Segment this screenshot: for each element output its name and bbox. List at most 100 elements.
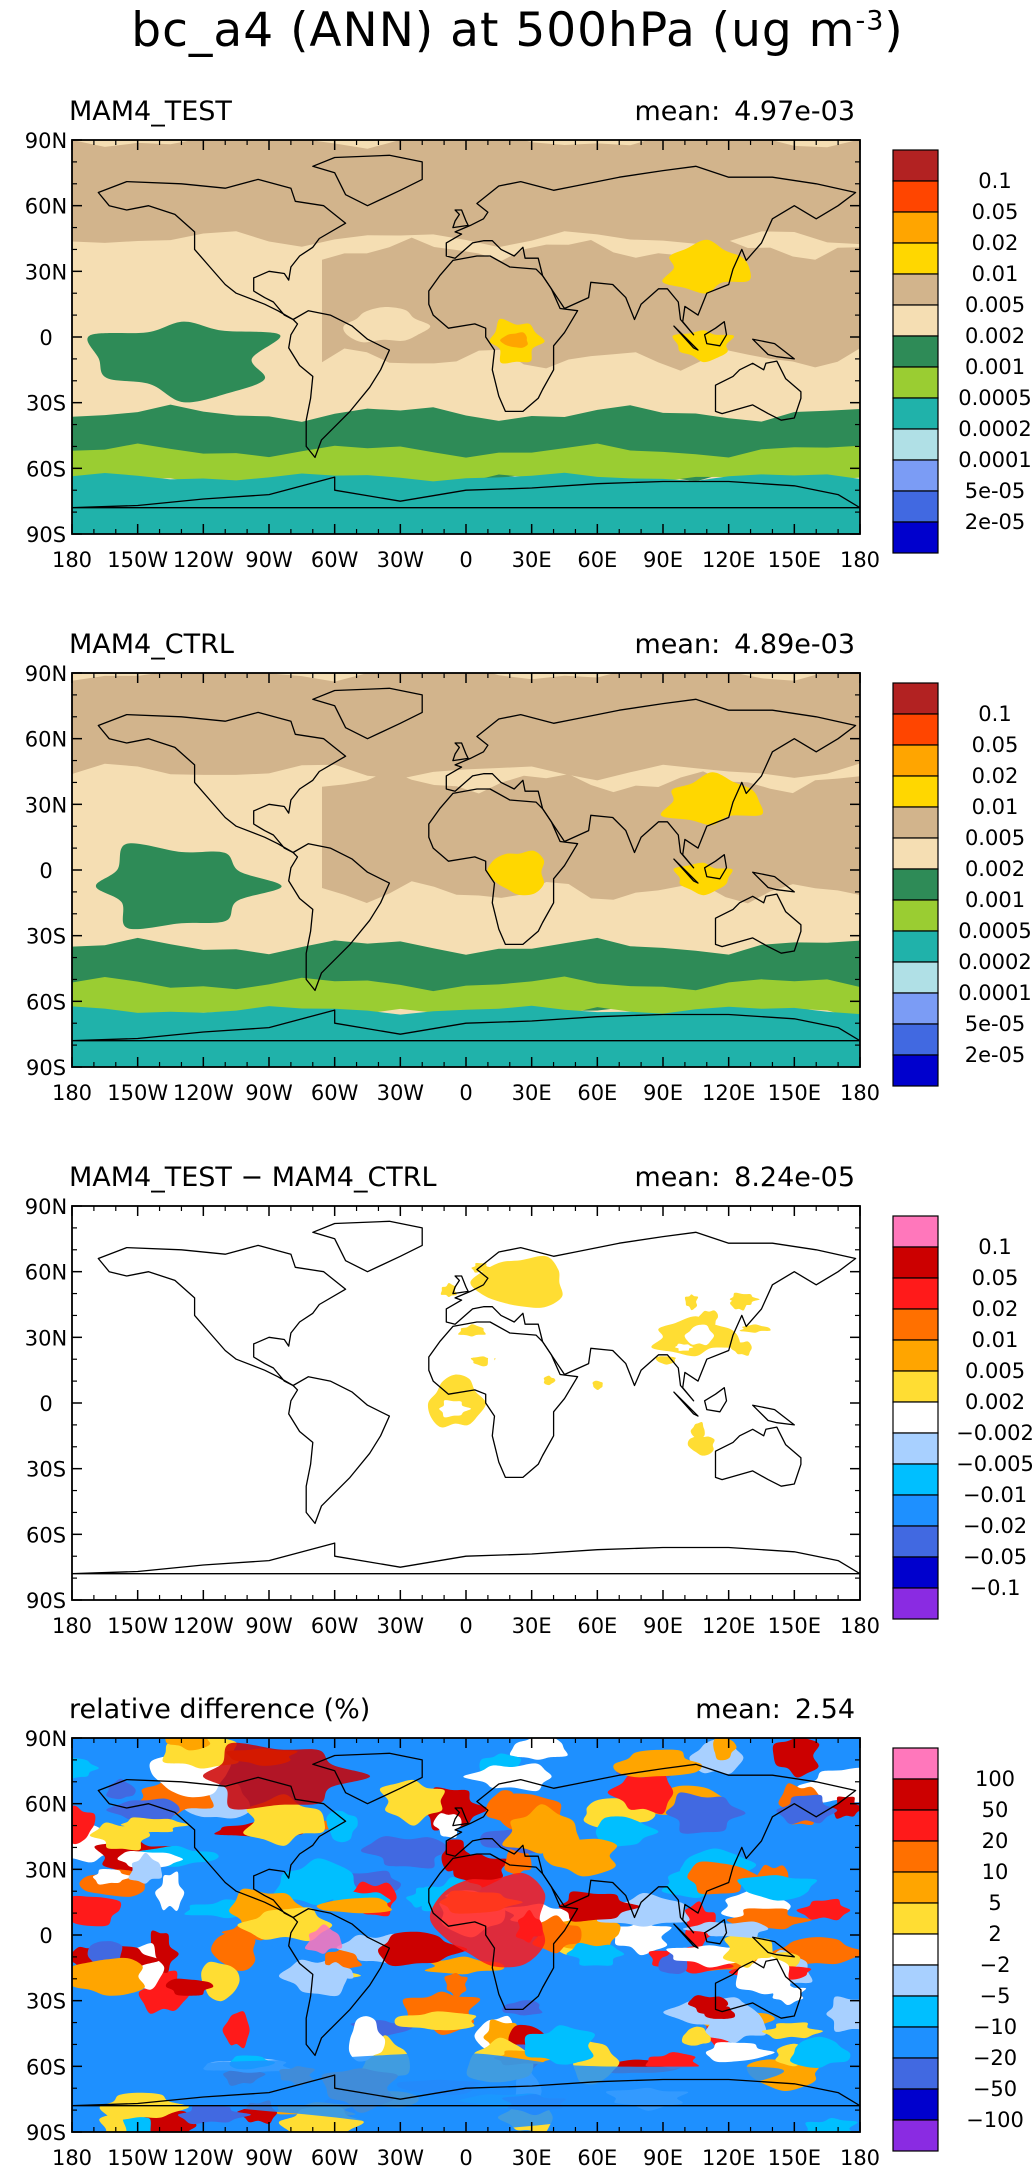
rel-patch (532, 1915, 582, 1954)
coastline (752, 871, 795, 893)
legend-label: 0.02 (972, 764, 1019, 788)
lat-tick-label: 90S (26, 1056, 66, 1080)
panel-title: MAM4_TEST − MAM4_CTRL (69, 1162, 437, 1193)
legend-label: −10 (973, 2015, 1017, 2039)
diff-patch (593, 1283, 621, 1292)
southern-ocean-band (72, 1005, 860, 1067)
legend-swatch (892, 2026, 939, 2059)
legend-swatch (892, 1463, 939, 1496)
legend-label: 0.0002 (958, 950, 1031, 974)
rel-patch (72, 1895, 122, 1927)
rel-patch (524, 2025, 595, 2066)
lon-tick-label: 150E (768, 2146, 821, 2170)
coastline (673, 1391, 699, 1417)
region-east-asia (662, 239, 751, 294)
legend-label: 0.0001 (958, 448, 1031, 472)
lon-tick-label: 150W (107, 548, 168, 572)
legend-label: 20 (982, 1829, 1009, 1853)
diff-patch (663, 1427, 682, 1437)
legend-swatch (892, 1778, 939, 1811)
legend-label: 0.0001 (958, 981, 1031, 1005)
legend-swatch (892, 2088, 939, 2121)
coastline (452, 1807, 469, 1827)
rel-patch (737, 1875, 818, 1901)
rel-patch (444, 1973, 468, 1999)
lat-tick-label: 30N (25, 260, 67, 284)
diff-patch (730, 1341, 752, 1356)
legend-swatch (892, 2119, 939, 2152)
rel-patch (222, 2011, 250, 2049)
region-tropical-atlantic (343, 307, 431, 343)
legend-label: 0.1 (978, 169, 1011, 193)
mean-label: mean: (695, 1694, 781, 1725)
legend-swatch (892, 1525, 939, 1558)
lon-tick-label: 60W (311, 2146, 359, 2170)
coastline (673, 1923, 699, 1949)
legend-swatch (892, 1871, 939, 1904)
lon-tick-label: 30E (512, 1081, 552, 1105)
coastline (703, 1387, 728, 1413)
diff-patch (730, 1295, 748, 1311)
rel-patch (790, 2036, 851, 2068)
region-maritime-continent (673, 862, 733, 896)
map-field-diff (72, 1206, 860, 1600)
coastline (445, 165, 857, 336)
lat-tick-label: 60N (25, 728, 67, 752)
coastline (428, 1321, 579, 1479)
rel-patch (72, 1757, 99, 1779)
legend-swatch (892, 961, 939, 994)
coastline (445, 1763, 857, 1934)
mean-value: 8.24e-05 (734, 1162, 855, 1193)
mean-label: mean: (635, 629, 721, 660)
rel-patch (735, 1954, 791, 1995)
legend-label: 5e-05 (965, 1012, 1026, 1036)
page-title: bc_a4 (ANN) at 500hPa (ug m-3) (131, 3, 904, 58)
coastline (72, 476, 860, 509)
rel-patch (155, 1871, 185, 1911)
legend-swatch (892, 397, 939, 430)
rel-patch (424, 1956, 505, 1975)
legend-swatch (892, 868, 939, 901)
coastline (673, 858, 699, 884)
rel-patch (705, 2042, 775, 2063)
mean-value: 4.97e-03 (734, 96, 855, 127)
panel-title: MAM4_CTRL (69, 629, 234, 660)
mean-value: 4.89e-03 (734, 629, 855, 660)
diff-patch (458, 1324, 486, 1337)
legend-label: 50 (982, 1798, 1009, 1822)
coastline (312, 1752, 423, 1805)
lon-tick-label: 150E (768, 1081, 821, 1105)
rel-patch (463, 1763, 552, 1792)
legend-swatch (892, 180, 939, 213)
region-south-america-peak (304, 1924, 343, 1954)
legend-label: 5 (988, 1891, 1001, 1915)
lon-tick-label: 120E (702, 2146, 755, 2170)
diff-patch (684, 1324, 715, 1346)
legend-swatch (892, 273, 939, 306)
legend-swatch (892, 992, 939, 1025)
coastline (428, 788, 579, 946)
rel-patch (72, 1957, 145, 1996)
legend-swatch (892, 149, 939, 182)
lat-tick-label: 90N (25, 1727, 67, 1751)
lat-tick-label: 90N (25, 1195, 67, 1219)
lon-tick-label: 90W (245, 1081, 293, 1105)
legend-label: 2e-05 (965, 1043, 1026, 1067)
lon-tick-label: 30W (377, 2146, 425, 2170)
diff-patch (690, 1422, 705, 1439)
rel-patch (348, 2016, 386, 2062)
legend-label: 0.05 (972, 200, 1019, 224)
legend-swatch (892, 1587, 939, 1620)
legend-label: 0.002 (965, 857, 1025, 881)
legend-swatch (892, 1432, 939, 1465)
rel-patch (161, 2107, 197, 2132)
rel-patch (316, 1897, 392, 1914)
lat-tick-label: 0 (39, 1392, 52, 1416)
eastern-tropics-band (322, 237, 860, 371)
coastline (445, 1231, 857, 1402)
rel-patch (165, 1978, 214, 1996)
panel-mean: mean: 4.89e-03 (635, 629, 856, 660)
southern-inner-band (72, 443, 860, 489)
coastline (673, 325, 699, 351)
